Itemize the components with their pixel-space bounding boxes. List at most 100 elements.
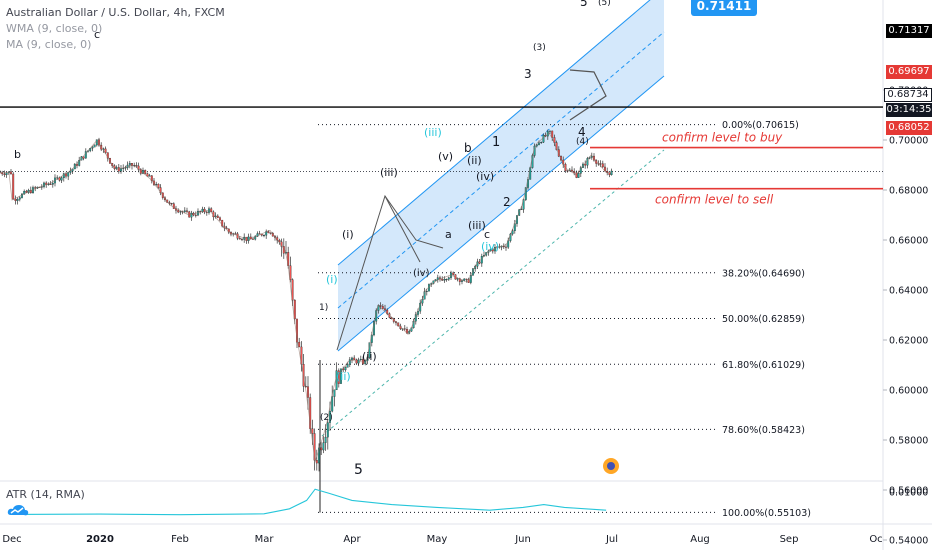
- candle-body: [14, 198, 17, 201]
- candle-body: [520, 209, 523, 211]
- candle-body: [353, 357, 356, 360]
- confirm-buy-label: confirm level to buy: [662, 131, 783, 145]
- fib-level-label: 0.00%(0.70615): [722, 120, 799, 131]
- candle-body: [566, 170, 569, 172]
- candle-body: [10, 171, 12, 175]
- wave-label: 1): [319, 303, 328, 313]
- candle-body: [128, 163, 131, 166]
- wave-label-blue: (ii): [336, 370, 351, 383]
- candle-body: [12, 173, 15, 200]
- candle-body: [205, 211, 208, 213]
- channel-lower-line: [337, 75, 665, 352]
- wave-label-blue: (iii): [424, 126, 442, 139]
- candle-body: [461, 280, 463, 282]
- channel-upper-line: [337, 0, 651, 266]
- wave-label: (3): [533, 43, 546, 53]
- wave-label: a: [445, 228, 452, 241]
- wave-label: 1: [492, 135, 500, 150]
- y-tick-label: 0.58000: [889, 436, 928, 447]
- candle-body: [379, 305, 382, 307]
- candle-body: [18, 197, 21, 200]
- wave-label: (iv): [476, 170, 494, 183]
- candle-body: [447, 277, 450, 280]
- candle-body: [91, 146, 94, 149]
- last-price-box: 0.68734: [884, 88, 932, 102]
- candle-body: [172, 203, 175, 209]
- candle-body: [381, 306, 384, 309]
- x-tick-label: Dec: [2, 534, 21, 545]
- candle-body: [309, 397, 312, 429]
- fib-level-label: 50.00%(0.62859): [722, 314, 805, 325]
- candle-body: [194, 214, 197, 216]
- wave-label: (5): [598, 0, 611, 8]
- moving-average-line: [0, 132, 612, 462]
- candle-body: [278, 240, 281, 243]
- x-tick-label: May: [427, 534, 448, 545]
- buy-level-price-box: 0.69697: [886, 65, 932, 79]
- candle-body: [78, 160, 81, 166]
- candle-body: [67, 172, 70, 177]
- candle-body: [269, 232, 272, 234]
- wave-label: (iii): [468, 219, 486, 232]
- y-tick-label: 0.68000: [889, 186, 928, 197]
- candle-body: [263, 235, 265, 237]
- candle-body: [157, 183, 160, 188]
- wave-label: 4: [578, 125, 586, 139]
- candle-body: [199, 210, 202, 212]
- projection-dashed-line: [321, 149, 665, 437]
- candle-body: [494, 247, 496, 252]
- candle-body: [542, 135, 545, 143]
- wave-iii-iv-line: [336, 194, 444, 351]
- candle-body: [452, 272, 455, 275]
- candle-body: [326, 422, 329, 438]
- candle-body: [384, 308, 386, 311]
- candle-body: [104, 148, 107, 153]
- ma-legend[interactable]: MA (9, close, 0): [6, 38, 92, 51]
- wma-legend[interactable]: WMA (9, close, 0): [6, 22, 103, 35]
- symbol-legend[interactable]: Australian Dollar / U.S. Dollar, 4h, FXC…: [6, 6, 225, 19]
- candle-body: [551, 130, 554, 138]
- candle-body: [315, 460, 318, 464]
- atr-legend[interactable]: ATR (14, RMA): [6, 488, 85, 501]
- wave-iv-line: [384, 195, 421, 263]
- candle-body: [293, 299, 296, 320]
- candle-body: [241, 238, 243, 240]
- tradingview-cloud-icon: [7, 505, 29, 516]
- wave-label: 5: [580, 0, 588, 9]
- candle-body: [403, 328, 406, 330]
- wave-label: (ii): [467, 154, 482, 167]
- fib-level-label: 78.60%(0.58423): [722, 425, 805, 436]
- confirm-sell-label: confirm level to sell: [655, 193, 774, 207]
- candle-body: [351, 357, 353, 360]
- wave-label: c: [484, 228, 490, 241]
- x-tick-label: Sep: [780, 534, 799, 545]
- candle-body: [540, 142, 543, 144]
- candle-body: [320, 447, 323, 451]
- wave-label: c: [94, 28, 100, 41]
- fib-level-label: 38.20%(0.64690): [722, 268, 805, 279]
- x-tick-label: Oc: [869, 534, 882, 545]
- candle-body: [307, 386, 309, 398]
- candle-body: [573, 171, 576, 174]
- candle-body: [443, 279, 446, 281]
- candle-body: [3, 173, 6, 175]
- candle-body: [183, 210, 186, 212]
- candle-body: [425, 291, 428, 292]
- candle-body: [144, 170, 147, 174]
- candle-body: [216, 215, 219, 218]
- wave-label: b: [14, 148, 21, 161]
- candle-body: [267, 231, 270, 234]
- candle-body: [186, 210, 188, 212]
- candle-body: [51, 182, 54, 185]
- target-price-callout: 0.71411: [691, 0, 757, 16]
- fib-level-label: 61.80%(0.61029): [722, 360, 805, 371]
- candle-body: [362, 358, 364, 364]
- sell-level-price-box: 0.68052: [886, 121, 932, 135]
- candle-body: [344, 367, 347, 371]
- candle-countdown-box: 03:14:35: [886, 103, 932, 117]
- candle-body: [478, 261, 481, 264]
- atr-y-tick-label: 0.01000: [889, 488, 928, 499]
- candle-body: [238, 238, 241, 240]
- wave-label: (2): [320, 413, 333, 423]
